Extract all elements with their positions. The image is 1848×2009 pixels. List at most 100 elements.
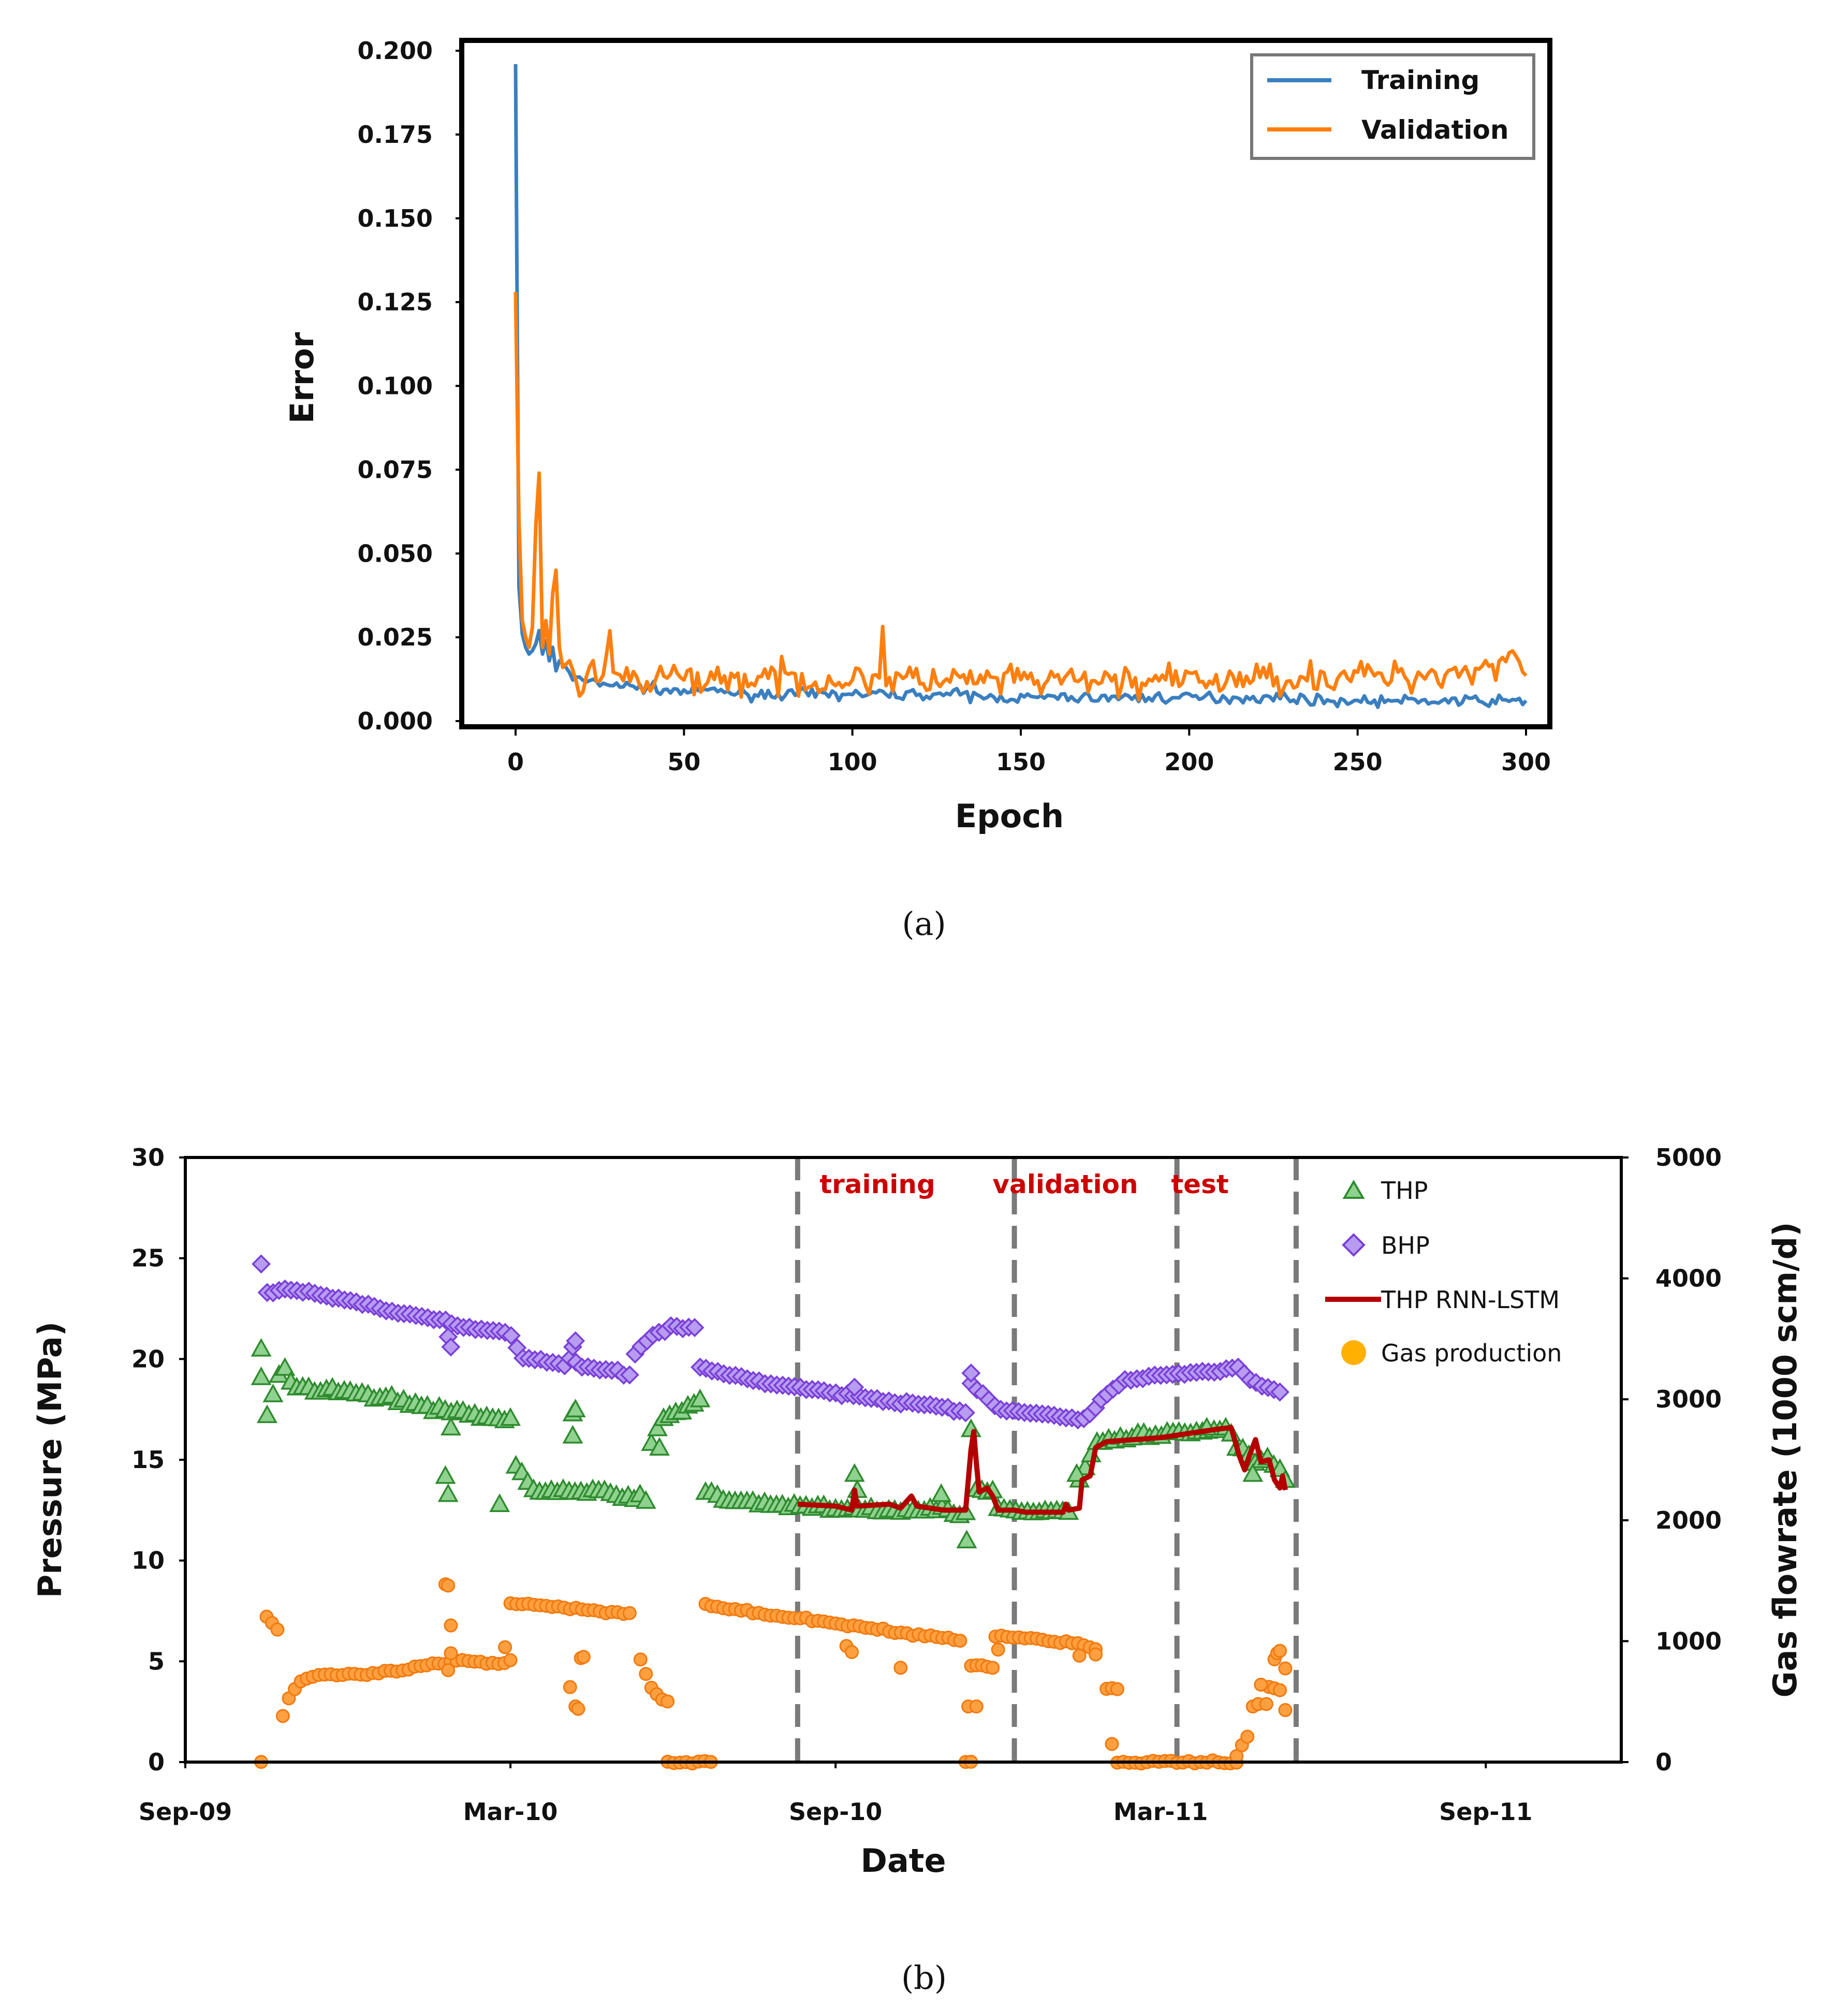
panel-b-right-tick-label: 3000 xyxy=(1655,1385,1722,1413)
gas-production-marker xyxy=(1254,1677,1268,1692)
gas-production-marker xyxy=(1089,1647,1103,1662)
panel-b-series xyxy=(251,1254,1296,1771)
panel-a: 0.000 0.025 0.050 0.075 0.100 0.125 0.150 0.175… xyxy=(283,37,1552,943)
panel-a-y-tick-label: 0.000 xyxy=(357,707,433,735)
panel-a-y-tick-label: 0.200 xyxy=(357,37,433,65)
series-bhp xyxy=(252,1254,1289,1430)
panel-b-region-dividers xyxy=(795,1157,1299,1762)
legend-validation-label: Validation xyxy=(1361,115,1509,145)
bhp-marker xyxy=(961,1363,981,1383)
gas-production-marker xyxy=(991,1643,1005,1657)
panel-a-x-tick-label: 50 xyxy=(667,748,700,776)
panel-b-right-tick-label: 0 xyxy=(1655,1748,1672,1776)
gas-production-marker xyxy=(953,1634,967,1648)
thp-marker xyxy=(437,1483,459,1502)
panel-b-right-tick-label: 5000 xyxy=(1655,1143,1722,1171)
gas-production-marker xyxy=(633,1652,648,1667)
thp-marker xyxy=(844,1463,865,1482)
panel-b-left-tick-label: 5 xyxy=(148,1647,165,1675)
panel-a-y-axis-label: Error xyxy=(283,332,321,423)
gas-production-marker xyxy=(444,1646,458,1661)
bhp-marker xyxy=(501,1326,521,1345)
panel-a-y-tick-label: 0.100 xyxy=(357,372,433,400)
gas-production-marker xyxy=(986,1661,1000,1675)
bhp-marker xyxy=(956,1403,975,1423)
thp-marker xyxy=(1066,1463,1087,1482)
panel-a-x-tick-label: 300 xyxy=(1501,748,1551,776)
thp-marker xyxy=(489,1493,510,1513)
gas-production-marker xyxy=(969,1699,984,1714)
thp-marker xyxy=(649,1437,670,1456)
gas-production-marker xyxy=(622,1606,637,1620)
series-training-line xyxy=(514,64,1528,709)
panel-a-x-tick-label: 250 xyxy=(1333,748,1383,776)
region-label-test: test xyxy=(1171,1169,1228,1199)
panel-a-x-tick-label: 200 xyxy=(1164,748,1214,776)
thp-marker xyxy=(262,1383,284,1402)
panel-b-legend: THP BHP THP RNN-LSTM Gas production xyxy=(1325,1177,1562,1367)
thp-marker xyxy=(257,1404,277,1424)
bhp-marker xyxy=(685,1318,705,1338)
gas-production-marker xyxy=(1072,1648,1087,1663)
thp-marker xyxy=(274,1357,296,1376)
panel-b: 0 5 10 15 20 25 30 0 1000 2000 3000 4000 5000 Sep-09 M… xyxy=(31,1143,1804,1997)
panel-b-x-tick-label: Sep-09 xyxy=(139,1798,232,1826)
panel-b-left-tick-label: 15 xyxy=(131,1446,165,1474)
legend-gas-production-label: Gas production xyxy=(1381,1339,1562,1367)
thp-marker xyxy=(931,1483,952,1502)
panel-b-left-tick-label: 25 xyxy=(131,1244,165,1272)
panel-a-x-tick-label: 0 xyxy=(507,748,524,776)
legend-thp-triangle-icon xyxy=(1342,1180,1365,1199)
legend-bhp-diamond-icon xyxy=(1342,1233,1366,1257)
panel-b-x-tick-label: Mar-11 xyxy=(1113,1798,1208,1826)
panel-b-y-axis-label-left: Pressure (MPa) xyxy=(31,1322,69,1598)
legend-training-label: Training xyxy=(1361,65,1479,95)
panel-b-x-tick-label: Mar-10 xyxy=(463,1798,558,1826)
gas-production-marker xyxy=(275,1709,290,1723)
series-gas-production xyxy=(254,1577,1293,1771)
legend-gas-production-circle-icon xyxy=(1341,1340,1366,1365)
gas-production-marker xyxy=(576,1650,591,1664)
gas-production-marker xyxy=(1240,1729,1255,1744)
thp-marker xyxy=(690,1388,711,1407)
panel-b-left-tick-label: 0 xyxy=(148,1748,165,1776)
panel-b-right-tick-label: 2000 xyxy=(1655,1506,1722,1534)
panel-b-right-tick-label: 1000 xyxy=(1655,1627,1722,1655)
panel-a-y-tick-label: 0.175 xyxy=(357,121,433,149)
panel-a-y-tick-label: 0.150 xyxy=(357,204,433,232)
panel-b-x-tick-label: Sep-11 xyxy=(1439,1798,1532,1826)
panel-b-x-tick-label: Sep-10 xyxy=(789,1798,882,1826)
panel-a-y-tick-label: 0.075 xyxy=(357,456,433,483)
region-label-validation: validation xyxy=(992,1169,1138,1199)
panel-a-y-tick-label: 0.050 xyxy=(357,539,433,567)
panel-a-series xyxy=(514,64,1528,709)
panel-a-legend-box xyxy=(1250,53,1535,160)
bhp-marker xyxy=(620,1365,639,1385)
bhp-marker xyxy=(252,1254,271,1274)
gas-production-marker xyxy=(1259,1697,1273,1711)
thp-marker xyxy=(251,1366,272,1385)
thp-marker xyxy=(251,1338,272,1357)
panel-b-x-axis-label: Date xyxy=(861,1842,946,1880)
gas-production-marker xyxy=(503,1653,518,1667)
legend-bhp-label: BHP xyxy=(1381,1231,1430,1259)
panel-b-left-tick-label: 30 xyxy=(131,1143,165,1171)
thp-marker xyxy=(565,1399,586,1418)
gas-production-marker xyxy=(845,1645,859,1659)
bhp-marker xyxy=(441,1337,461,1357)
legend-thp-label: THP xyxy=(1381,1177,1428,1205)
thp-marker xyxy=(500,1407,521,1426)
thp-marker xyxy=(562,1425,583,1444)
gas-production-marker xyxy=(661,1694,675,1709)
panel-b-caption: (b) xyxy=(901,1959,947,1997)
gas-production-marker xyxy=(639,1667,653,1681)
gas-production-marker xyxy=(441,1663,456,1677)
thp-marker xyxy=(635,1490,656,1509)
panel-a-y-tick-label: 0.025 xyxy=(357,623,433,651)
gas-production-marker xyxy=(571,1702,585,1716)
gas-production-marker xyxy=(270,1622,285,1637)
panel-a-x-tick-label: 100 xyxy=(828,748,877,776)
thp-marker xyxy=(435,1465,456,1484)
legend-thp-rnn-lstm-label: THP RNN-LSTM xyxy=(1381,1286,1560,1314)
